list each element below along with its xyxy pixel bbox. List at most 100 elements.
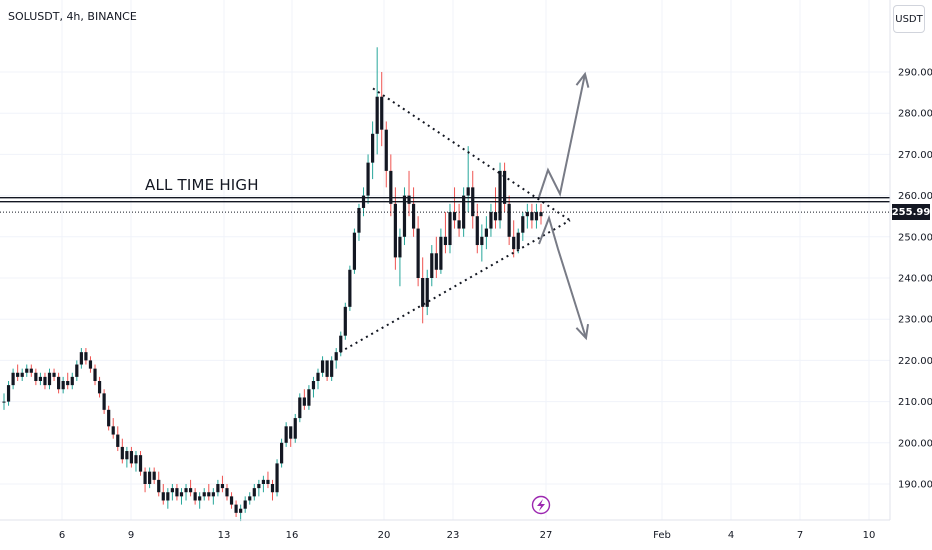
candle-down [29, 364, 33, 377]
candle-down [421, 257, 425, 324]
candle-body [521, 216, 525, 233]
lightning-icon[interactable] [531, 495, 551, 515]
candle-body [107, 409, 111, 427]
candle-up [330, 356, 334, 381]
candle-body [97, 381, 102, 394]
candle-body [434, 253, 438, 270]
candle-up [202, 488, 206, 501]
candle-body [457, 220, 461, 229]
candle-body [148, 471, 152, 484]
candle-body [188, 488, 193, 493]
candle-up [166, 488, 170, 509]
candle-up [243, 496, 247, 513]
candle-up [348, 265, 352, 311]
candle-body [289, 426, 293, 439]
candle-body [439, 236, 443, 270]
candle-body [525, 212, 529, 217]
candle-body [179, 492, 184, 497]
candle-up [521, 212, 525, 241]
candle-body [2, 401, 6, 403]
candle-body [211, 492, 215, 497]
candle-body [334, 352, 338, 361]
time-axis[interactable]: 6 9 13 16 20 23 27 Feb 4 7 10 [0, 519, 890, 541]
candle-down [234, 500, 238, 517]
candle-up [20, 368, 24, 381]
candle-down [416, 216, 420, 287]
candle-up [179, 488, 184, 505]
candle-up [134, 451, 138, 472]
breakdown-arrow [538, 214, 587, 339]
candle-body [480, 236, 484, 246]
candle-down [111, 418, 115, 439]
candle-up [261, 475, 265, 493]
candle-body [380, 96, 384, 130]
symbol-title[interactable]: SOLUSDT, 4h, BINANCE [8, 10, 137, 23]
candle-down [102, 389, 106, 414]
candle-body [239, 508, 243, 513]
x-tick-label: 4 [728, 530, 734, 541]
candle-body [507, 203, 511, 237]
x-tick-label: 23 [447, 530, 460, 541]
price-axis[interactable]: 190.00 200.00 210.00 220.00 230.00 240.00 250.… [889, 0, 932, 520]
candle-up [298, 393, 302, 423]
candle-up [75, 360, 79, 381]
candle-body [79, 352, 83, 365]
y-tick-label: 290.00 [898, 68, 932, 79]
y-tick-label: 230.00 [898, 315, 932, 326]
y-tick-label: 220.00 [898, 356, 932, 367]
candle-down [457, 203, 461, 237]
candle-down [88, 356, 93, 373]
candle-down [220, 475, 225, 493]
candle-up [525, 203, 529, 229]
candle-down [452, 187, 457, 229]
candle-body [111, 426, 115, 435]
candle-body [248, 496, 252, 501]
candle-body [448, 212, 452, 246]
candle-up [61, 376, 65, 394]
currency-button[interactable]: USDT [893, 5, 925, 33]
candle-body [116, 434, 120, 447]
candle-body [143, 471, 147, 484]
candle-body [489, 212, 493, 229]
candle-up [462, 187, 466, 237]
candle-body [275, 463, 279, 493]
candle-down [530, 203, 534, 229]
candle-body [316, 372, 320, 381]
candle-body [530, 212, 534, 221]
candle-body [170, 488, 174, 493]
candle-body [225, 488, 229, 497]
candle-down [193, 488, 197, 505]
candle-body [389, 170, 393, 204]
candle-up [402, 187, 407, 246]
y-tick-label: 210.00 [898, 397, 932, 408]
candle-body [220, 484, 225, 489]
candle-down [225, 484, 229, 501]
candle-body [293, 418, 297, 439]
candle-body [93, 368, 97, 381]
candle-body [125, 451, 129, 460]
candle-body [88, 360, 93, 369]
candle-body [502, 170, 507, 204]
gridlines [0, 0, 890, 520]
candle-up [6, 381, 11, 406]
y-tick-label: 270.00 [898, 150, 932, 161]
candle-body [257, 484, 261, 489]
candle-body [207, 492, 211, 497]
x-tick-label: 20 [378, 530, 391, 541]
candle-down [97, 376, 102, 398]
candle-body [411, 203, 416, 229]
candle-down [188, 479, 193, 497]
candle-up [2, 393, 6, 410]
candle-up [534, 203, 539, 229]
candle-body [166, 492, 170, 501]
candle-body [261, 479, 265, 484]
candle-up [375, 47, 379, 155]
candle-up [252, 484, 256, 501]
x-tick-label: 16 [286, 530, 299, 541]
candle-body [421, 278, 425, 307]
candle-up [425, 269, 429, 316]
candle-down [325, 360, 329, 381]
candle-up [352, 228, 357, 274]
candle-down [120, 438, 124, 464]
